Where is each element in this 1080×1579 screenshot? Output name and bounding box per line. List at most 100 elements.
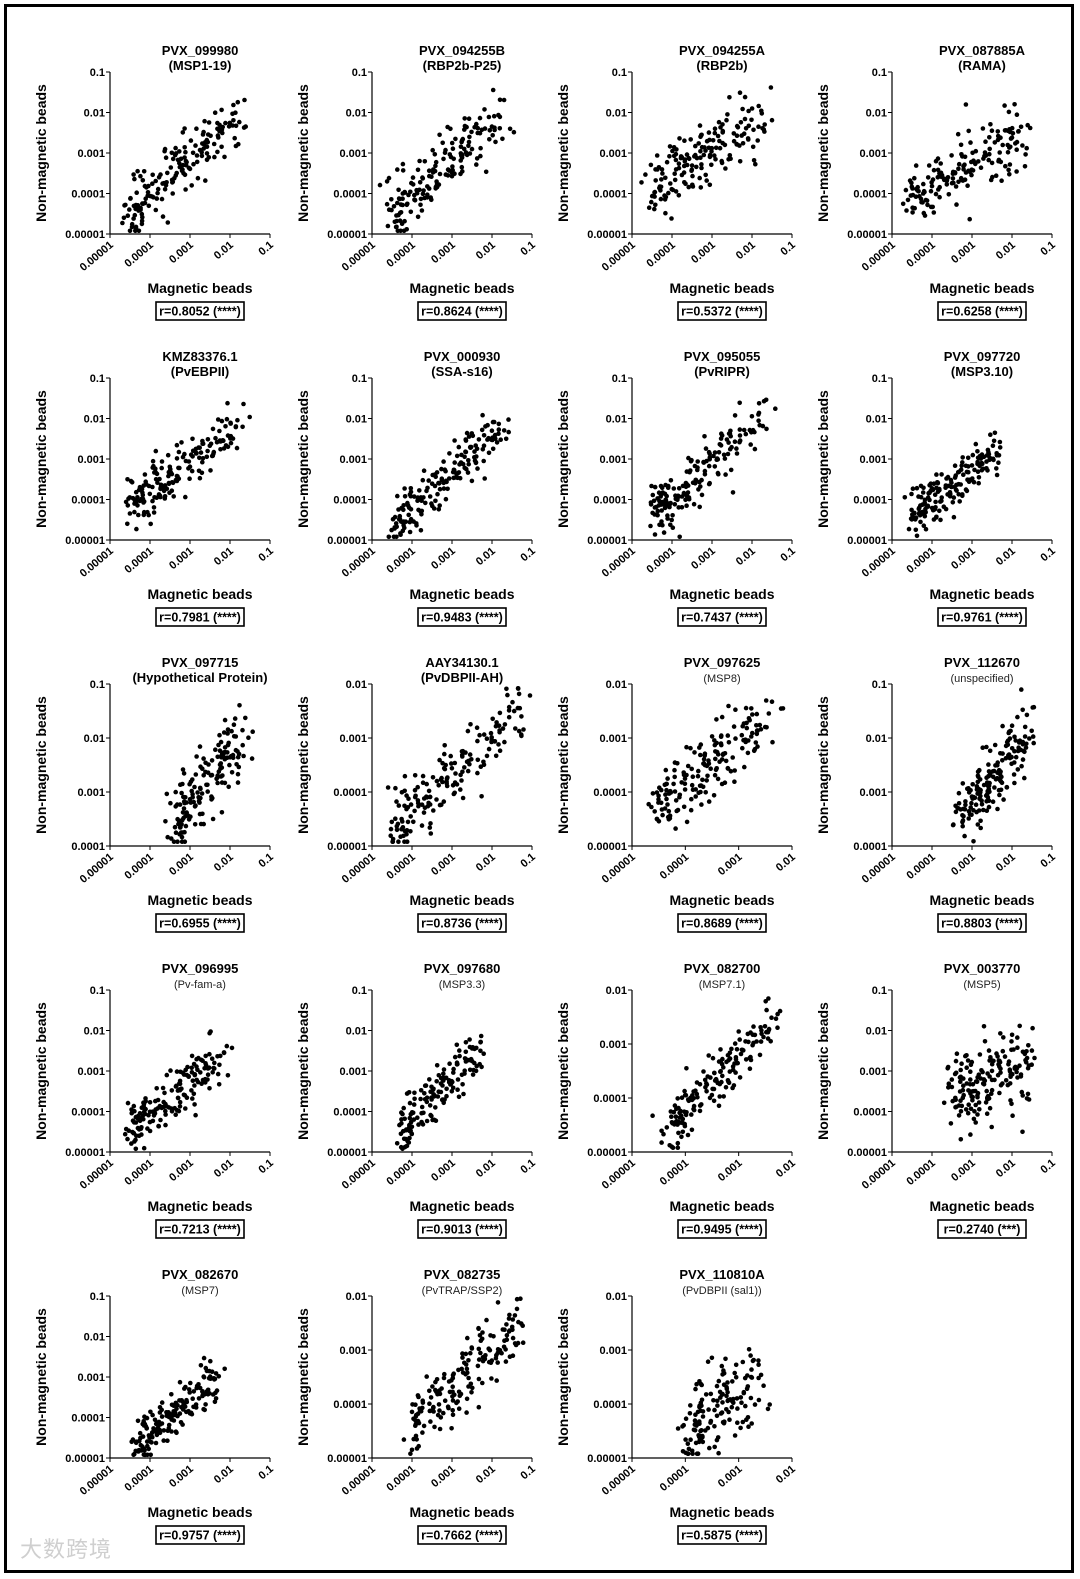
data-point xyxy=(953,1095,958,1101)
data-point xyxy=(130,495,136,501)
data-point xyxy=(748,1057,754,1063)
data-point xyxy=(761,1034,766,1040)
chart-subtitle: (RBP2b) xyxy=(696,58,747,73)
x-tick-label: 0.1 xyxy=(1038,239,1057,258)
x-tick-label: 0.1 xyxy=(518,239,537,258)
data-point xyxy=(431,1404,436,1410)
data-point xyxy=(695,465,700,470)
data-point xyxy=(403,519,409,524)
data-point xyxy=(1009,1039,1014,1044)
data-point xyxy=(186,165,192,171)
data-point xyxy=(725,1397,731,1403)
data-point xyxy=(194,1077,199,1083)
correlation-box xyxy=(417,1525,507,1545)
data-point xyxy=(395,167,400,172)
data-point xyxy=(437,132,442,138)
data-point xyxy=(430,775,436,780)
data-point xyxy=(462,116,468,121)
data-point xyxy=(515,705,521,711)
data-point xyxy=(950,500,956,505)
data-point xyxy=(478,153,483,159)
x-axis-title: Magnetic beads xyxy=(929,586,1034,602)
data-point xyxy=(425,192,430,197)
data-point xyxy=(418,1096,423,1102)
data-point xyxy=(408,1451,413,1456)
x-axis-title: Magnetic beads xyxy=(669,280,774,296)
correlation-box xyxy=(417,1219,507,1239)
data-point xyxy=(960,823,965,829)
x-tick-label: 0.001 xyxy=(167,851,196,878)
data-point xyxy=(194,1064,199,1069)
data-point xyxy=(732,779,737,784)
data-point xyxy=(949,153,954,158)
data-point xyxy=(437,503,443,508)
data-point xyxy=(427,802,433,807)
chart-panel-19: PVX_110810A(PvDBPII (sal1))0.010.0010.00… xyxy=(555,1267,798,1545)
data-point xyxy=(442,751,447,757)
data-point xyxy=(692,1418,698,1423)
data-point xyxy=(190,777,195,782)
data-point xyxy=(725,451,731,457)
data-point xyxy=(731,724,737,729)
data-point xyxy=(206,120,212,125)
data-point xyxy=(434,470,440,475)
x-tick-label: 0.1 xyxy=(778,545,797,564)
data-point xyxy=(694,164,699,170)
data-point xyxy=(427,1401,432,1406)
data-point xyxy=(147,1100,153,1105)
data-point xyxy=(168,1068,173,1073)
data-point xyxy=(191,1389,197,1394)
data-point xyxy=(711,453,716,459)
y-tick-label: 0.01 xyxy=(606,414,627,426)
data-point xyxy=(766,1026,772,1032)
x-tick-label: 0.00001 xyxy=(340,851,378,886)
data-point xyxy=(963,802,968,808)
data-point xyxy=(182,155,187,160)
chart-panel-7: PVX_095055(PvRIPR)0.10.010.0010.00010.00… xyxy=(555,349,798,627)
data-point xyxy=(402,494,408,499)
data-point xyxy=(669,517,674,523)
data-point xyxy=(922,189,927,195)
data-point xyxy=(939,472,944,477)
data-point xyxy=(984,799,989,804)
data-point xyxy=(483,1353,488,1358)
data-point xyxy=(981,156,986,161)
data-point xyxy=(989,1091,994,1096)
data-point xyxy=(506,704,512,710)
data-point xyxy=(175,839,180,844)
x-tick-label: 0.00001 xyxy=(78,239,116,274)
data-point xyxy=(670,148,675,154)
data-point xyxy=(417,187,422,193)
correlation-box xyxy=(417,607,507,627)
data-point xyxy=(398,202,404,207)
data-point xyxy=(933,191,939,197)
data-point xyxy=(440,1075,446,1081)
x-tick-label: 0.001 xyxy=(949,545,978,572)
data-point xyxy=(918,519,923,525)
data-point xyxy=(764,426,769,432)
data-point xyxy=(414,1437,420,1442)
data-point xyxy=(739,1400,744,1405)
data-point xyxy=(764,1007,769,1013)
data-point xyxy=(719,431,724,437)
data-point xyxy=(393,785,398,791)
chart-panel-3: PVX_094255A(RBP2b)0.10.010.0010.00010.00… xyxy=(555,43,798,321)
data-point xyxy=(194,1385,199,1391)
data-point xyxy=(216,1374,222,1379)
data-point xyxy=(493,753,499,759)
y-tick-label: 0.001 xyxy=(77,1066,105,1078)
data-point xyxy=(408,486,414,491)
data-point xyxy=(151,505,157,510)
data-point xyxy=(451,475,457,481)
data-point xyxy=(705,1359,711,1364)
data-point xyxy=(654,790,660,795)
data-point xyxy=(668,478,674,483)
data-point xyxy=(439,466,444,472)
data-point xyxy=(153,207,159,213)
data-point xyxy=(201,1375,207,1380)
data-point xyxy=(502,722,508,727)
data-point xyxy=(399,826,404,832)
data-point xyxy=(986,773,991,779)
y-tick-label: 0.01 xyxy=(346,1291,367,1303)
data-point xyxy=(377,182,383,188)
